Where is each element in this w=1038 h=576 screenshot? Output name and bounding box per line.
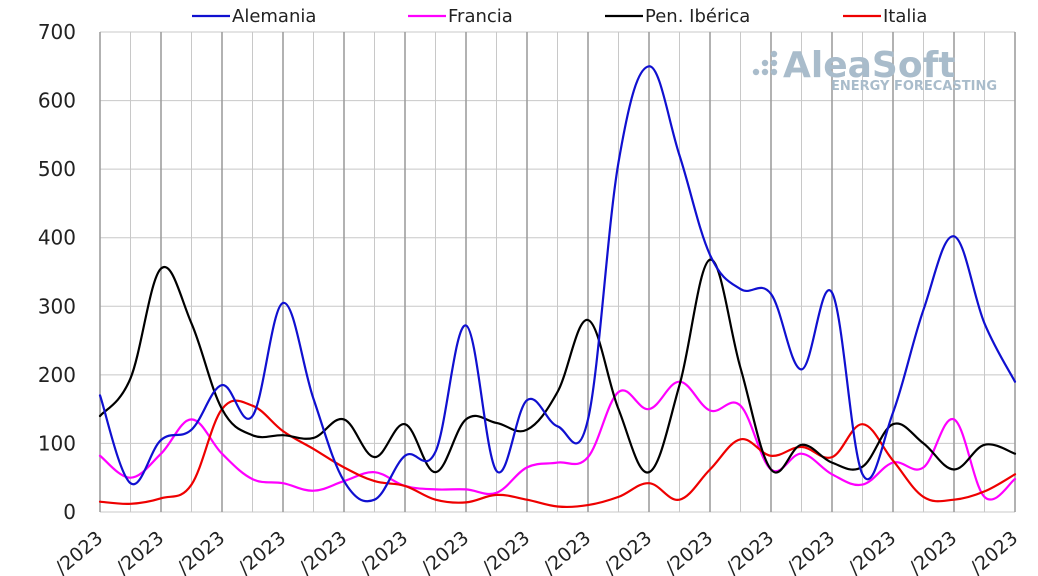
series-line-italia [98, 399, 1017, 509]
series-line-francia [98, 380, 1017, 501]
y-tick-label: 400 [38, 226, 76, 250]
x-tick-label: /2023 [661, 527, 717, 576]
x-axis: /2023/2023/2023/2023/2023/2023/2023/2023… [51, 527, 1022, 576]
y-tick-label: 300 [38, 294, 76, 318]
aleasoft-watermark: AleaSoft ENERGY FORECASTING [752, 45, 997, 94]
series-line-alemania [98, 65, 1017, 503]
watermark-sub-text: ENERGY FORECASTING [831, 79, 997, 94]
legend: Alemania Francia Pen. Ibérica Italia [192, 6, 927, 27]
series-lines [98, 65, 1017, 509]
y-tick-label: 200 [38, 363, 76, 387]
y-axis: 0 100 200 300 400 500 600 700 [38, 20, 76, 524]
x-tick-label: /2023 [600, 527, 656, 576]
x-tick-label: /2023 [173, 527, 229, 576]
watermark-main-text: AleaSoft [783, 45, 955, 86]
legend-label: Alemania [232, 6, 316, 27]
x-tick-label: /2023 [844, 527, 900, 576]
x-tick-label: /2023 [905, 527, 961, 576]
x-tick-label: /2023 [783, 527, 839, 576]
legend-label: Pen. Ibérica [645, 6, 750, 27]
y-tick-label: 0 [63, 500, 76, 524]
x-tick-label: /2023 [539, 527, 595, 576]
grid-lines [99, 31, 1016, 513]
x-tick-label: /2023 [112, 527, 168, 576]
x-tick-label: /2023 [478, 527, 534, 576]
x-tick-label: /2023 [417, 527, 473, 576]
x-tick-label: /2023 [295, 527, 351, 576]
legend-label: Italia [883, 6, 927, 27]
x-tick-label: /2023 [356, 527, 412, 576]
y-tick-label: 700 [38, 20, 76, 44]
y-tick-label: 600 [38, 89, 76, 113]
series-line-pen-ib-rica [98, 258, 1017, 474]
y-tick-label: 100 [38, 431, 76, 455]
legend-label: Francia [448, 6, 513, 27]
x-tick-label: /2023 [966, 527, 1022, 576]
x-tick-label: /2023 [234, 527, 290, 576]
x-tick-label: /2023 [722, 527, 778, 576]
y-tick-label: 500 [38, 157, 76, 181]
x-tick-label: /2023 [51, 527, 107, 576]
aleasoft-logo-dots [752, 50, 778, 76]
